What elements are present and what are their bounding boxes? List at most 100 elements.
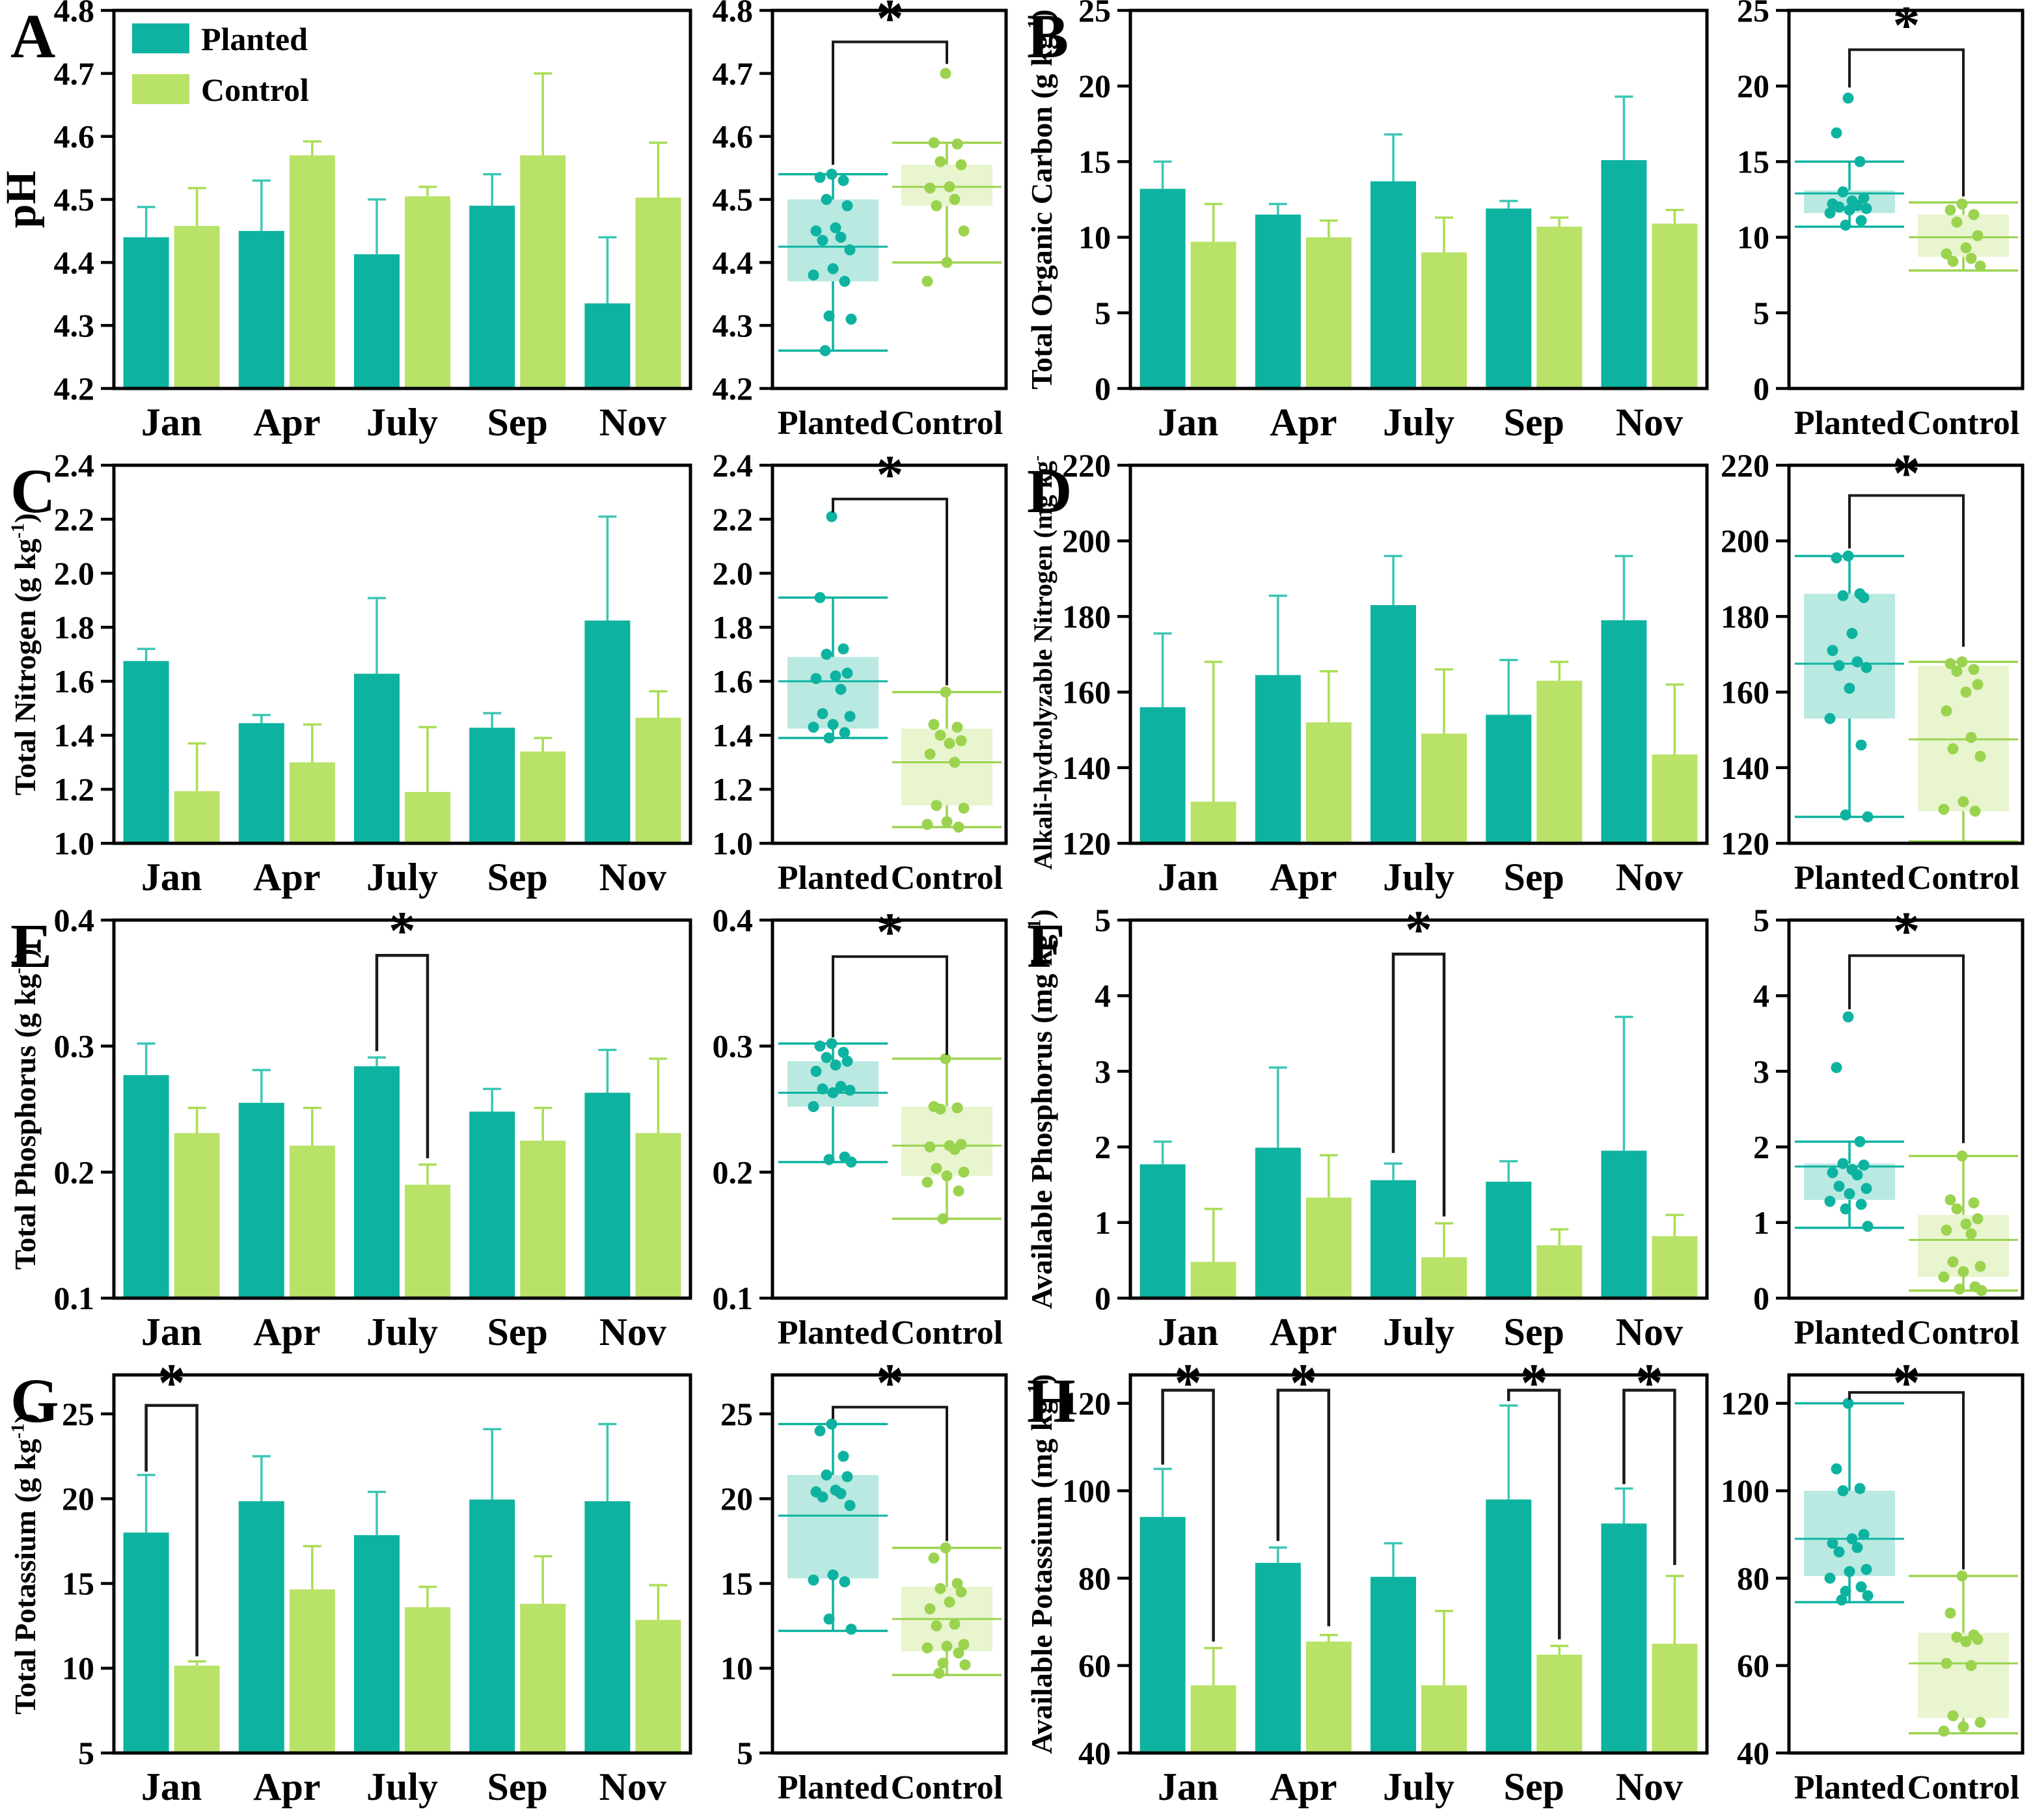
y-tick-label: 1.2 bbox=[54, 771, 95, 808]
y-tick-label: 4.3 bbox=[54, 307, 95, 344]
plot-frame bbox=[1128, 463, 1709, 845]
significance-star: * bbox=[158, 1365, 185, 1413]
y-axis-label: Alkali-hydrolyzable Nitrogen (mg kg-1) bbox=[1028, 455, 1057, 870]
data-point bbox=[937, 1213, 949, 1225]
y-tick-label: 0 bbox=[1095, 1280, 1111, 1316]
data-point bbox=[839, 727, 851, 739]
significance-star: * bbox=[1520, 1365, 1548, 1413]
panel-letter-H: H bbox=[1027, 1366, 1076, 1435]
panel-letter-E: E bbox=[10, 911, 53, 981]
significance-bracket bbox=[1276, 1389, 1331, 1627]
data-point bbox=[935, 1582, 946, 1594]
data-point bbox=[821, 1052, 832, 1063]
data-point bbox=[808, 269, 819, 281]
data-point bbox=[814, 591, 826, 603]
bar-control-Apr bbox=[289, 762, 335, 843]
data-point bbox=[1833, 660, 1845, 672]
significance-bracket bbox=[832, 955, 948, 1055]
data-point bbox=[814, 1040, 826, 1052]
x-category-label: Control bbox=[891, 1769, 1003, 1806]
data-point bbox=[1976, 1284, 1987, 1296]
data-point bbox=[827, 263, 839, 275]
y-tick-label: 4.7 bbox=[54, 55, 95, 92]
data-point bbox=[1965, 731, 1977, 743]
bar-planted-Sep bbox=[469, 1499, 515, 1753]
significance-star: * bbox=[877, 0, 904, 49]
x-category-label: Jan bbox=[1158, 856, 1218, 899]
y-tick-label: 120 bbox=[1062, 1385, 1111, 1422]
data-point bbox=[953, 821, 964, 833]
bar-control-Jan bbox=[1190, 241, 1236, 388]
bar-control-July bbox=[405, 1184, 450, 1298]
plot-frame bbox=[112, 463, 692, 845]
data-point bbox=[1842, 550, 1854, 562]
significance-star: * bbox=[1893, 455, 1920, 504]
x-category-label: Jan bbox=[1158, 1765, 1218, 1808]
bar-control-July bbox=[405, 792, 450, 843]
x-category-label: Apr bbox=[253, 856, 320, 899]
bar-planted-Apr bbox=[238, 1501, 284, 1753]
data-point bbox=[1956, 656, 1968, 668]
bar-planted-Nov bbox=[1601, 1150, 1647, 1298]
data-point bbox=[841, 668, 853, 679]
data-point bbox=[944, 737, 955, 749]
data-point bbox=[1831, 127, 1842, 139]
bar-planted-Nov bbox=[584, 1501, 631, 1753]
box-plot-A: 4.2 4.3 4.4 4.5 4.6 4.7 4.8 Planted Control * bbox=[713, 0, 1008, 442]
significance-bracket bbox=[1848, 48, 1965, 197]
bar-planted-Apr bbox=[1255, 214, 1301, 388]
data-point bbox=[1968, 209, 1980, 221]
data-point bbox=[814, 172, 826, 183]
data-point bbox=[830, 222, 841, 234]
panel-letter-B: B bbox=[1027, 1, 1069, 71]
bar-planted-July bbox=[354, 673, 400, 843]
y-tick-label: 2.2 bbox=[713, 501, 754, 537]
bar-control-Apr bbox=[1305, 1197, 1352, 1298]
panel-E: E 0.1 0.2 0.3 0.4 Total Phosphorus (g kg-1) J… bbox=[0, 910, 1016, 1365]
data-point bbox=[931, 800, 942, 811]
y-tick-label: 140 bbox=[1062, 750, 1111, 786]
x-category-label: Jan bbox=[141, 1765, 202, 1808]
y-axis-label: Available Potassium (mg kg-1) bbox=[1025, 1374, 1058, 1754]
plot-frame bbox=[1787, 8, 2025, 390]
bar-control-Jan bbox=[174, 791, 220, 843]
plot-frame bbox=[1787, 1373, 2025, 1755]
data-point bbox=[958, 802, 970, 814]
x-category-label: Control bbox=[1907, 1769, 2019, 1806]
data-point bbox=[1941, 1657, 1952, 1669]
y-tick-label: 1.6 bbox=[54, 663, 95, 699]
bar-planted-Nov bbox=[1601, 1523, 1647, 1753]
bar-planted-July bbox=[1371, 604, 1416, 843]
bar-planted-Sep bbox=[1486, 1182, 1532, 1298]
data-point bbox=[838, 174, 849, 186]
data-point bbox=[931, 1620, 942, 1632]
bar-control-Jan bbox=[174, 1133, 220, 1298]
y-tick-label: 4.8 bbox=[713, 0, 754, 29]
x-category-label: Nov bbox=[1616, 401, 1683, 444]
data-point bbox=[940, 1053, 951, 1065]
y-tick-label: 2.2 bbox=[54, 501, 95, 537]
bar-planted-Jan bbox=[1139, 1517, 1186, 1753]
y-tick-label: 3 bbox=[1095, 1053, 1111, 1089]
data-point bbox=[1951, 216, 1963, 228]
bar-planted-Sep bbox=[1486, 714, 1532, 843]
data-point bbox=[1844, 1188, 1855, 1200]
y-tick-label: 180 bbox=[1062, 598, 1111, 634]
data-point bbox=[1831, 1062, 1842, 1074]
data-point bbox=[921, 1642, 933, 1653]
y-tick-label: 60 bbox=[1737, 1648, 1769, 1684]
x-category-label: Sep bbox=[487, 856, 548, 899]
data-point bbox=[1837, 590, 1849, 601]
data-point bbox=[1974, 1260, 1986, 1272]
y-tick-label: 1.0 bbox=[54, 825, 95, 862]
x-category-label: Control bbox=[1907, 860, 2019, 897]
x-category-label: Control bbox=[1907, 1314, 2019, 1351]
y-tick-label: 4 bbox=[1095, 977, 1111, 1014]
bar-planted-Jan bbox=[123, 1075, 169, 1298]
significance-star: * bbox=[877, 910, 904, 962]
data-point bbox=[1954, 1283, 1965, 1295]
y-tick-label: 10 bbox=[720, 1650, 753, 1687]
data-point bbox=[951, 722, 963, 733]
data-point bbox=[955, 1586, 967, 1597]
significance-star: * bbox=[1290, 1365, 1317, 1413]
